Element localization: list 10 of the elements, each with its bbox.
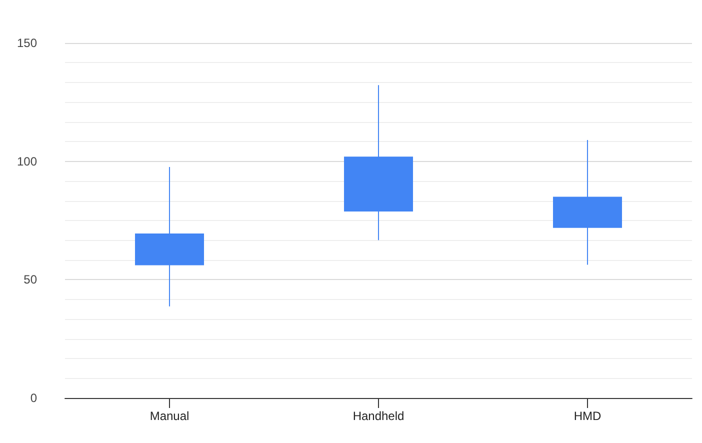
x-tick-label: HMD bbox=[574, 409, 602, 423]
y-tick-label: 150 bbox=[16, 36, 38, 50]
x-tick-label: Manual bbox=[150, 409, 190, 423]
candlestick bbox=[344, 84, 413, 241]
candlestick bbox=[553, 140, 622, 266]
x-tick-label: Handheld bbox=[352, 409, 404, 423]
candlestick bbox=[135, 166, 204, 307]
y-tick-label: 50 bbox=[24, 272, 38, 287]
y-tick-label: 0 bbox=[30, 391, 38, 405]
y-tick-label: 100 bbox=[16, 154, 38, 168]
